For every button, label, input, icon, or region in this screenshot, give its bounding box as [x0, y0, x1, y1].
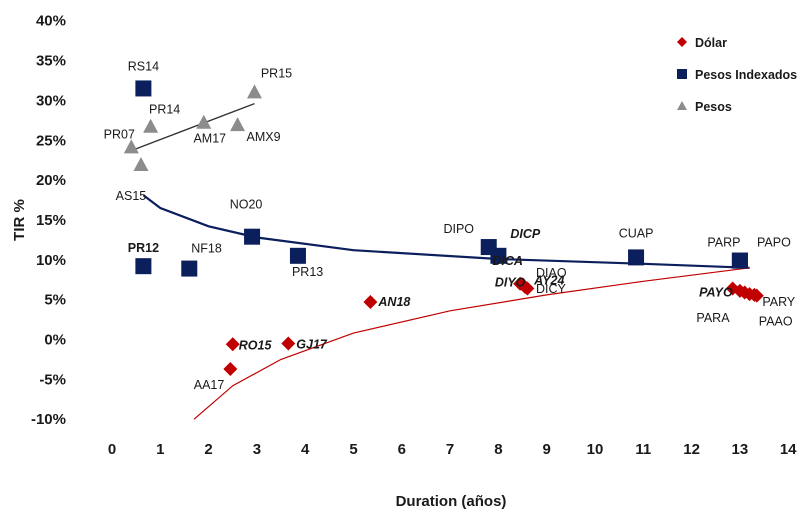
legend: Dólar Pesos Indexados Pesos	[677, 36, 797, 114]
point-labels: AA17 RO15 GJ17 AN18 AY24 DICA DIYO DIAO DICY PAYO…	[104, 59, 796, 392]
point-label: PR14	[149, 103, 180, 117]
point-label: PR12	[128, 241, 159, 255]
y-axis-title: TIR %	[11, 199, 28, 241]
point-label: NO20	[230, 198, 263, 212]
point-label: GJ17	[296, 337, 328, 351]
x-tick-label: 3	[253, 441, 261, 458]
x-tick-label: 2	[204, 441, 212, 458]
x-tick-label: 1	[156, 441, 164, 458]
point-label: NF18	[191, 242, 222, 256]
x-tick-label: 14	[780, 441, 797, 458]
point-label: PAAO	[759, 315, 793, 329]
point-label: AM17	[193, 132, 226, 146]
point-label: PARA	[696, 311, 730, 325]
point-label: AMX9	[247, 130, 281, 144]
legend-triangle-marker	[677, 101, 687, 110]
x-ticks: 0 1 2 3 4 5 6 7 8 9 10 11 12 13 14	[108, 441, 797, 458]
point-label: DIAO	[536, 266, 567, 280]
point-label: AA17	[194, 378, 225, 392]
x-tick-label: 7	[446, 441, 454, 458]
x-tick-label: 8	[494, 441, 502, 458]
x-tick-label: 6	[398, 441, 406, 458]
triangle-marker	[196, 114, 212, 129]
triangle-marker	[133, 156, 149, 171]
point-label: DICY	[536, 282, 567, 296]
square-marker	[731, 252, 748, 269]
point-label: PR15	[261, 66, 292, 80]
legend-label: Dólar	[695, 36, 727, 50]
x-tick-label: 4	[301, 441, 310, 458]
diamond-marker	[223, 361, 238, 376]
y-ticks: -10% -5% 0% 5% 10% 15% 20% 25% 30% 35% 40%	[31, 13, 66, 429]
point-label: DICP	[510, 227, 541, 241]
diamond-marker	[225, 337, 240, 352]
y-tick-label: 30%	[36, 92, 66, 109]
triangle-marker	[143, 118, 159, 133]
trendline-d-lar	[193, 267, 750, 420]
point-label: DIYO	[495, 275, 526, 289]
square-marker	[289, 247, 306, 264]
point-label: PARP	[707, 236, 740, 250]
diamond-marker	[363, 295, 378, 310]
trendline-pesos-indexados	[142, 194, 750, 269]
data-points	[123, 80, 764, 376]
point-label: PAYO	[699, 285, 733, 299]
y-tick-label: 5%	[44, 292, 66, 309]
trendline-pesos	[131, 102, 255, 152]
diamond-marker	[520, 281, 535, 296]
legend-diamond-marker	[677, 37, 687, 47]
point-label: AN18	[377, 295, 410, 309]
y-tick-label: 10%	[36, 252, 66, 269]
point-label: AY24	[533, 274, 564, 288]
square-marker	[490, 247, 507, 264]
y-axis-label: TIR %	[11, 199, 28, 241]
diamond-marker	[749, 288, 764, 303]
point-label: RO15	[239, 338, 273, 352]
square-marker	[628, 249, 645, 266]
point-label: AS15	[116, 189, 147, 203]
point-label: DICA	[492, 254, 523, 268]
point-label: RS14	[128, 59, 159, 73]
y-tick-label: 15%	[36, 212, 66, 229]
legend-label: Pesos Indexados	[695, 68, 797, 82]
y-tick-label: 35%	[36, 53, 66, 70]
point-label: DIPO	[443, 222, 474, 236]
x-tick-label: 0	[108, 441, 116, 458]
trendlines	[131, 102, 750, 420]
point-label: PR13	[292, 265, 323, 279]
point-label: PAPO	[757, 236, 791, 250]
y-tick-label: 25%	[36, 132, 66, 149]
square-marker	[135, 258, 152, 275]
triangle-marker	[230, 117, 246, 132]
x-tick-label: 13	[732, 441, 749, 458]
square-marker	[244, 228, 261, 245]
point-label: CUAP	[619, 226, 654, 240]
legend-square-marker	[677, 69, 687, 79]
x-tick-label: 12	[683, 441, 700, 458]
diamond-marker	[281, 336, 296, 351]
y-tick-label: 0%	[44, 332, 66, 349]
x-axis-label: Duration (años)	[396, 493, 507, 510]
point-label: PARY	[762, 295, 796, 309]
x-tick-label: 10	[587, 441, 604, 458]
square-marker	[181, 260, 198, 277]
square-marker	[135, 80, 152, 97]
legend-label: Pesos	[695, 100, 732, 114]
triangle-marker	[246, 84, 262, 99]
y-tick-label: 40%	[36, 13, 66, 30]
x-tick-label: 9	[543, 441, 551, 458]
y-tick-label: -10%	[31, 411, 66, 428]
x-tick-label: 11	[635, 441, 651, 458]
x-tick-label: 5	[349, 441, 357, 458]
point-label: PR07	[104, 127, 135, 141]
triangle-marker	[123, 139, 139, 154]
y-tick-label: -5%	[39, 371, 66, 388]
y-tick-label: 20%	[36, 172, 66, 189]
